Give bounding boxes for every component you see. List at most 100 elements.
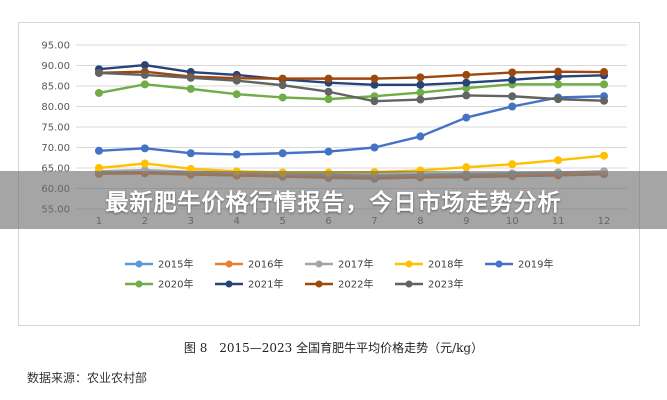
- data-point: [554, 95, 563, 104]
- data-point: [94, 68, 103, 77]
- data-point: [462, 91, 471, 100]
- legend-label: 2022年: [338, 278, 373, 291]
- figure-number: 图 8: [183, 341, 208, 355]
- data-point: [140, 61, 149, 70]
- legend-item: 2019年: [485, 258, 553, 271]
- data-point: [508, 160, 517, 169]
- data-point: [324, 95, 333, 104]
- legend-item: 2022年: [305, 278, 373, 291]
- title-banner: 最新肥牛价格行情报告，今日市场走势分析: [0, 171, 667, 229]
- data-point: [600, 96, 609, 105]
- legend-item: 2021年: [215, 278, 283, 291]
- data-point: [324, 74, 333, 83]
- data-point: [278, 93, 287, 102]
- y-tick-label: 75.00: [41, 123, 70, 134]
- data-point: [324, 87, 333, 96]
- data-point: [416, 132, 425, 141]
- data-point: [186, 149, 195, 158]
- series-line: [98, 63, 605, 86]
- data-point: [462, 78, 471, 87]
- y-tick-label: 85.00: [41, 82, 70, 93]
- series-lines: [94, 61, 609, 183]
- series-line: [98, 70, 605, 80]
- legend-label: 2018年: [428, 258, 463, 271]
- legend-label: 2016年: [248, 258, 283, 271]
- data-point: [94, 146, 103, 155]
- legend-swatch-marker: [315, 280, 323, 288]
- legend-swatch-marker: [135, 280, 143, 288]
- legend-swatch-marker: [135, 260, 143, 268]
- data-point: [140, 159, 149, 168]
- legend-item: 2018年: [395, 258, 463, 271]
- data-point: [94, 164, 103, 172]
- legend-item: 2017年: [305, 258, 373, 271]
- banner-title: 最新肥牛价格行情报告，今日市场走势分析: [105, 190, 562, 216]
- data-point: [370, 74, 379, 83]
- series-2023年: [94, 68, 609, 106]
- legend-item: 2020年: [125, 278, 193, 291]
- data-point: [140, 144, 149, 153]
- data-point: [232, 150, 241, 159]
- legend-item: 2015年: [125, 258, 193, 271]
- legend-item: 2016年: [215, 258, 283, 271]
- legend-swatch-marker: [225, 260, 233, 268]
- legend-swatch-marker: [495, 260, 503, 268]
- data-point: [140, 70, 149, 79]
- legend-swatch-marker: [225, 280, 233, 288]
- data-point: [370, 97, 379, 106]
- legend-swatch-marker: [405, 260, 413, 268]
- data-point: [416, 95, 425, 104]
- series-line: [98, 83, 605, 101]
- data-point: [600, 68, 609, 77]
- data-point: [186, 84, 195, 93]
- y-tick-label: 80.00: [41, 102, 70, 113]
- data-point: [416, 73, 425, 82]
- series-2019年: [94, 92, 609, 159]
- series-line: [98, 71, 605, 103]
- y-tick-label: 95.00: [41, 41, 70, 52]
- legend-label: 2020年: [158, 278, 193, 291]
- data-point: [554, 80, 563, 89]
- data-point: [370, 143, 379, 152]
- legend: 2015年 2016年 2017年 2018年 2019年 2020年 2021年 2022年…: [125, 258, 553, 291]
- data-point: [508, 102, 517, 111]
- legend-label: 2021年: [248, 278, 283, 291]
- data-point: [462, 163, 471, 172]
- figure-caption-text: 2015—2023 全国育肥牛平均价格走势（元/kg）: [219, 341, 484, 355]
- legend-swatch-marker: [405, 280, 413, 288]
- data-point: [554, 67, 563, 76]
- legend-label: 2023年: [428, 278, 463, 291]
- data-point: [462, 113, 471, 122]
- y-tick-label: 70.00: [41, 143, 70, 154]
- legend-swatch-marker: [315, 260, 323, 268]
- data-point: [186, 73, 195, 82]
- data-point: [508, 68, 517, 77]
- data-point: [416, 80, 425, 89]
- data-point: [140, 80, 149, 89]
- data-point: [278, 81, 287, 90]
- legend-item: 2023年: [395, 278, 463, 291]
- data-point: [94, 88, 103, 97]
- data-point: [508, 92, 517, 101]
- data-point: [462, 70, 471, 79]
- data-point: [600, 151, 609, 160]
- data-point: [324, 147, 333, 156]
- data-point: [416, 88, 425, 97]
- data-point: [508, 75, 517, 84]
- data-point: [232, 90, 241, 99]
- y-tick-label: 65.00: [41, 164, 70, 175]
- y-tick-label: 90.00: [41, 61, 70, 72]
- data-source: 数据来源：农业农村部: [27, 371, 148, 385]
- legend-label: 2017年: [338, 258, 373, 271]
- legend-label: 2019年: [518, 258, 553, 271]
- data-point: [370, 80, 379, 89]
- series-line: [98, 95, 605, 156]
- figure-caption: 图 8 2015—2023 全国育肥牛平均价格走势（元/kg）: [0, 339, 667, 356]
- legend-label: 2015年: [158, 258, 193, 271]
- data-point: [600, 80, 609, 89]
- data-point: [232, 76, 241, 85]
- data-point: [278, 149, 287, 158]
- data-point: [554, 156, 563, 165]
- data-point: [278, 74, 287, 83]
- data-point: [186, 164, 195, 173]
